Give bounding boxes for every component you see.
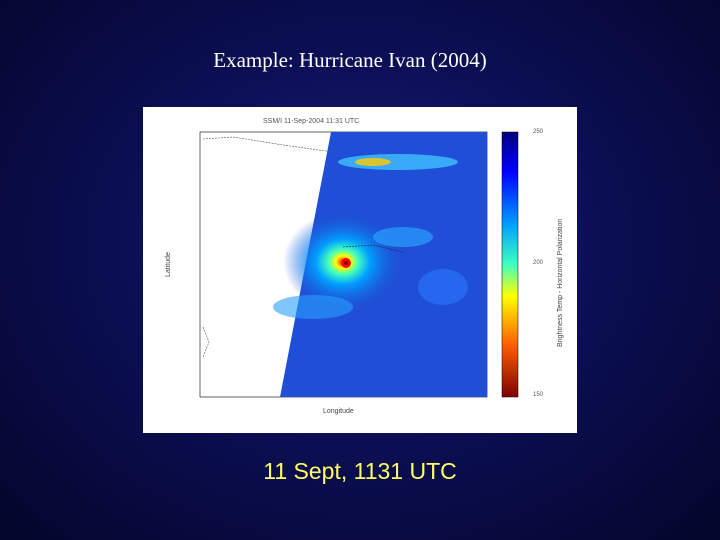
colorbar-tick: 250 xyxy=(533,129,544,135)
slide-caption: 11 Sept, 1131 UTC xyxy=(263,458,457,484)
colorbar-tick: 200 xyxy=(533,260,544,266)
plot-title: SSM/I 11-Sep-2004 11:31 UTC xyxy=(263,118,360,125)
y-axis-label: Latitude xyxy=(165,252,172,277)
satellite-image xyxy=(199,131,519,398)
slide-title: Example: Hurricane Ivan (2004) xyxy=(213,48,487,72)
satellite-image-figure: SSM/I 11-Sep-2004 11:31 UTC Latitude Lon… xyxy=(143,107,577,433)
colorbar xyxy=(501,131,519,398)
colorbar-label: Brightness Temp - Horizontal Polarizatio… xyxy=(557,218,564,347)
x-axis-label: Longitude xyxy=(323,408,354,415)
colorbar-tick: 150 xyxy=(533,392,544,398)
